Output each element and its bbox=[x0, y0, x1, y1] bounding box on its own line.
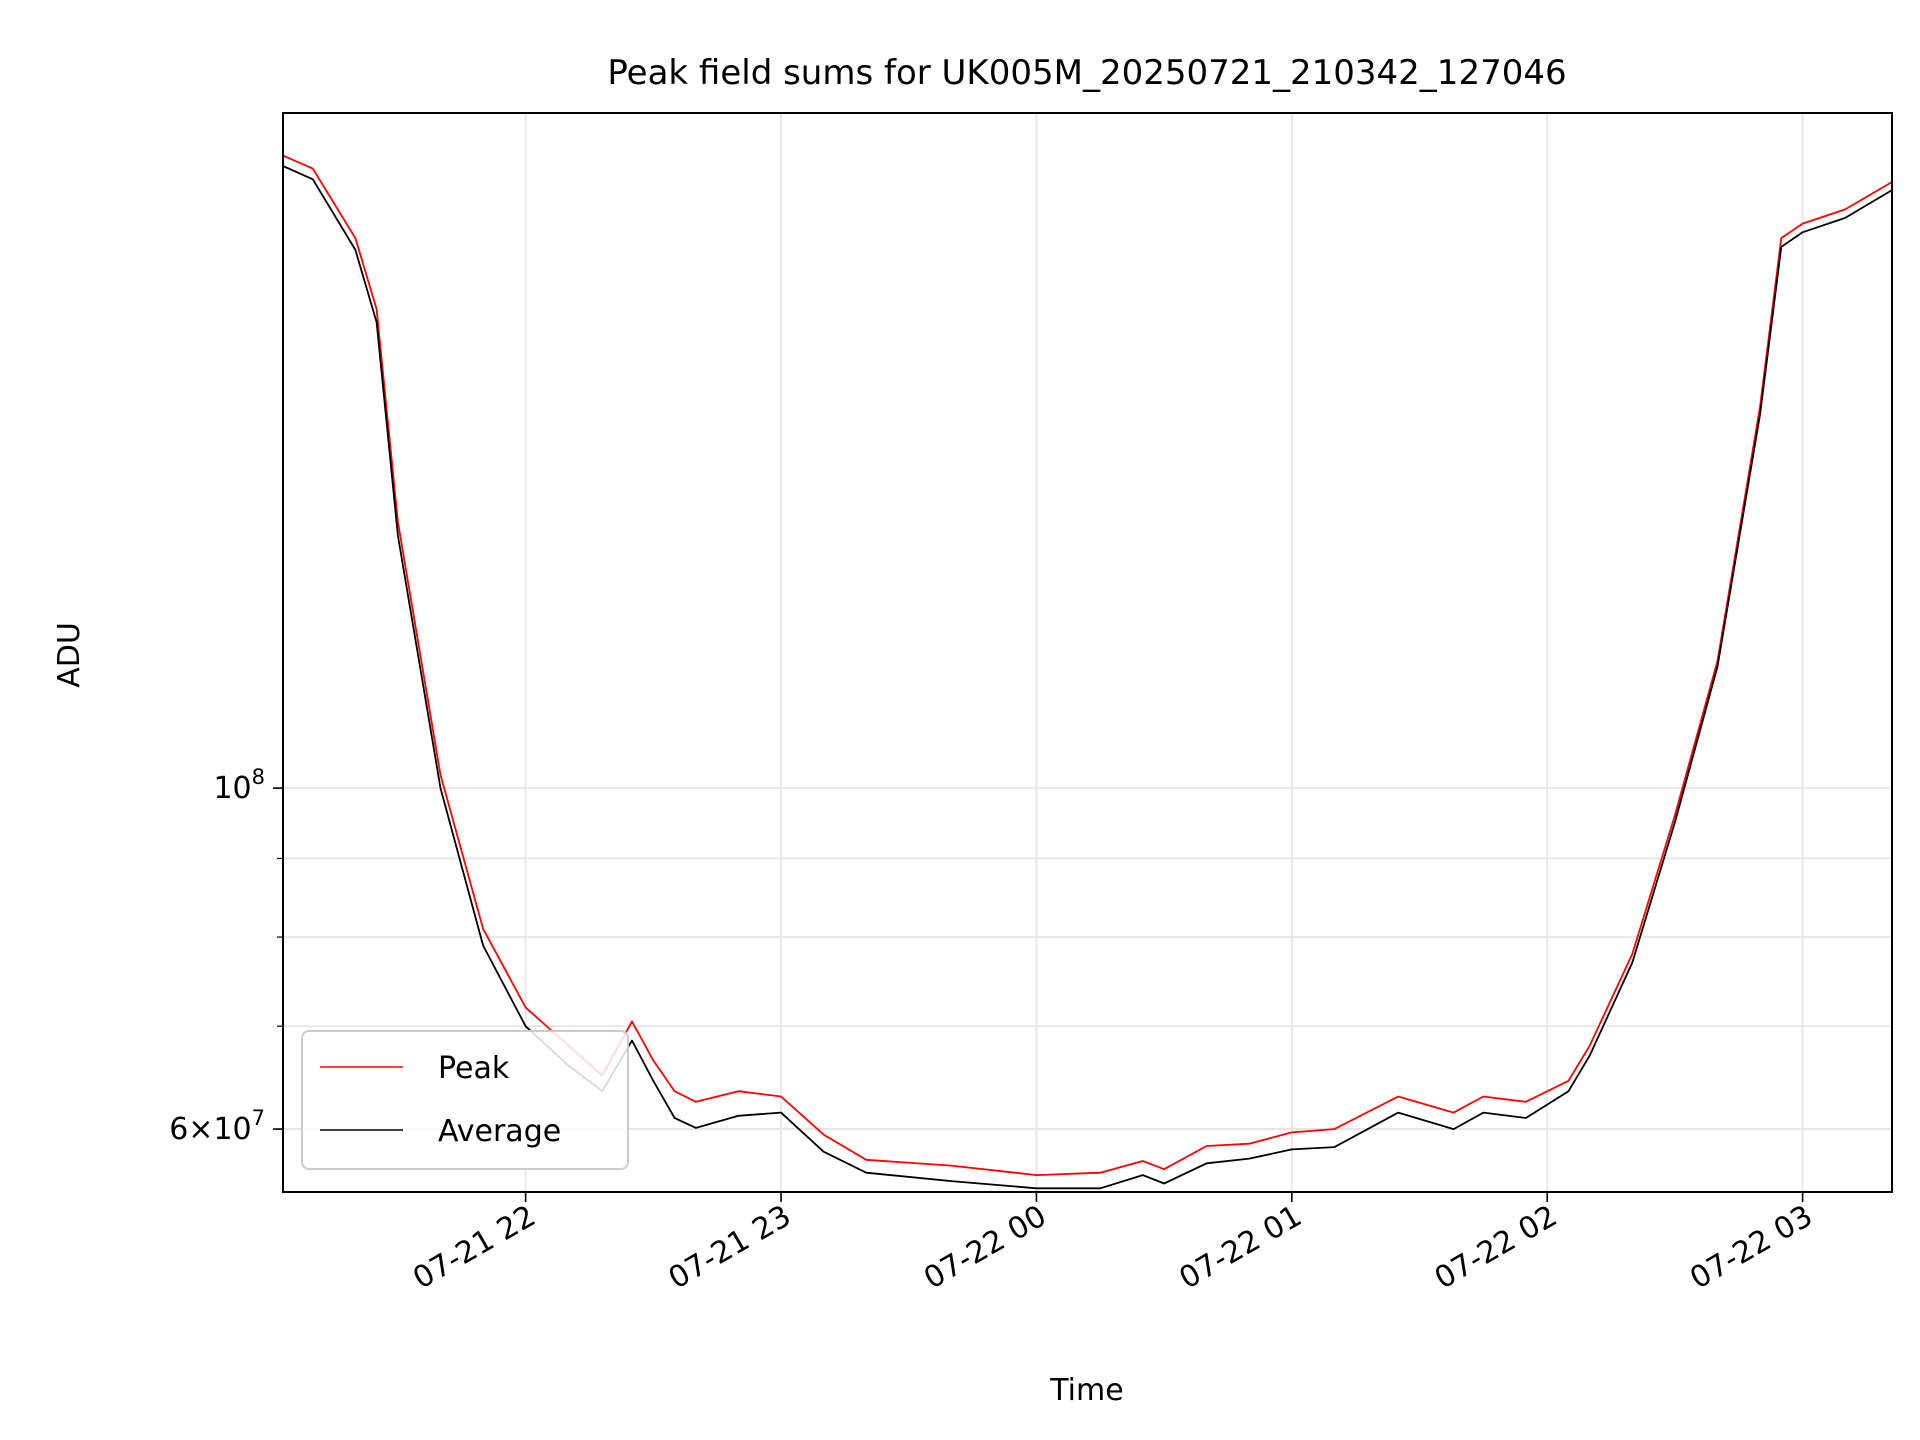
series-line-average bbox=[282, 165, 1893, 1190]
legend-box bbox=[301, 1030, 629, 1170]
plot-frame bbox=[282, 112, 1893, 1193]
x-tick-label: 07-21 23 bbox=[663, 1199, 797, 1297]
y-tick-label: 6×107 bbox=[169, 1106, 265, 1147]
x-tick-label: 07-22 03 bbox=[1684, 1199, 1818, 1297]
x-tick-label: 07-21 22 bbox=[407, 1199, 541, 1297]
x-axis-label: Time bbox=[1049, 1373, 1123, 1408]
y-tick-label: 108 bbox=[213, 765, 265, 806]
x-tick-label: 07-22 01 bbox=[1173, 1199, 1307, 1297]
y-axis-label: ADU bbox=[52, 622, 87, 688]
legend: Peak Average bbox=[301, 1030, 629, 1170]
x-tick-label: 07-22 02 bbox=[1429, 1199, 1563, 1297]
legend-label-average: Average bbox=[438, 1114, 561, 1149]
chart-title: Peak field sums for UK005M_20250721_2103… bbox=[607, 53, 1566, 93]
x-tick-label: 07-22 00 bbox=[918, 1199, 1052, 1297]
series-line-peak bbox=[282, 154, 1893, 1176]
series-layer bbox=[282, 154, 1893, 1190]
legend-label-peak: Peak bbox=[438, 1051, 510, 1086]
